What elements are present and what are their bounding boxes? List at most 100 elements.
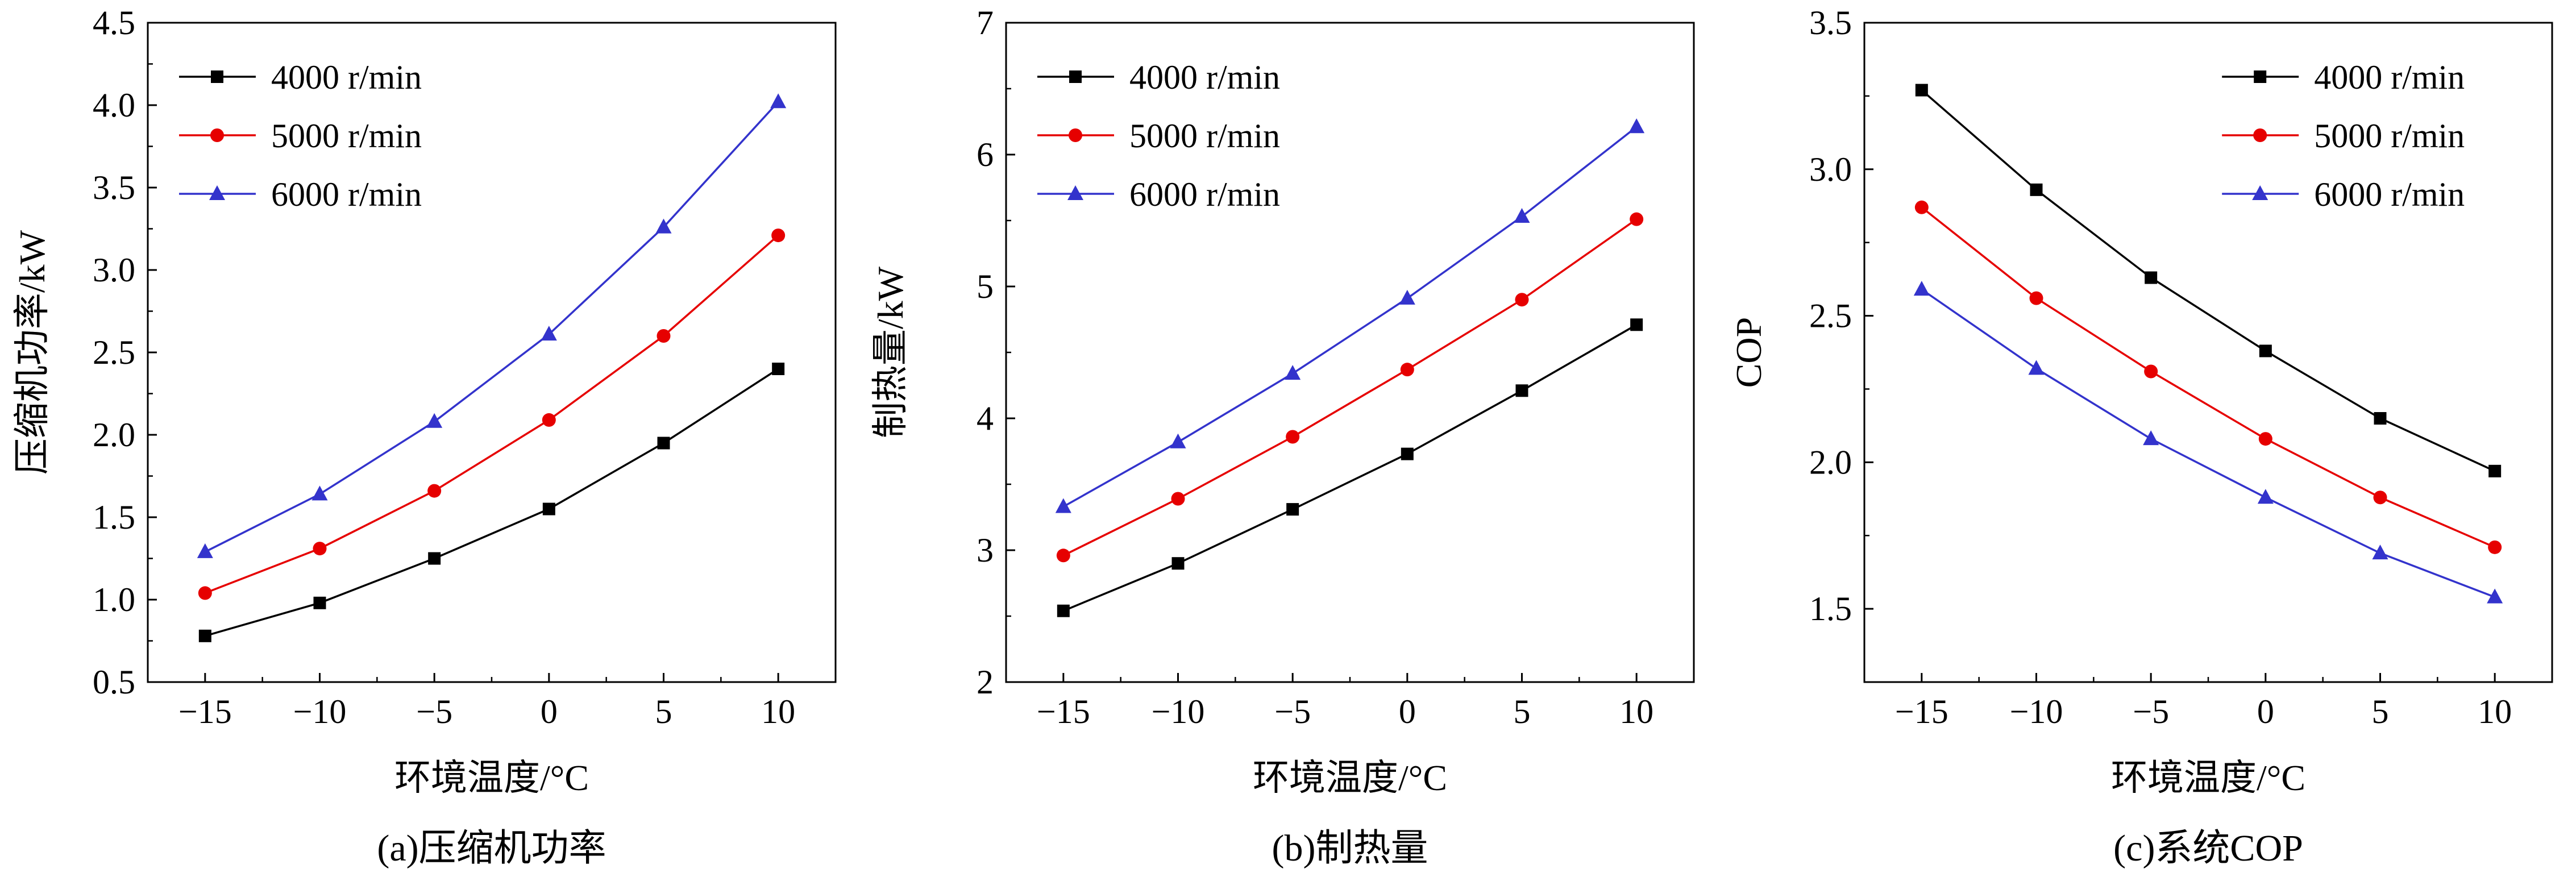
chart-c-system-cop: −15 −10 −5 0 5 10 1.5 2.0 2.5 3.0 3.5 环境温度/°C COP 400…: [1717, 0, 2575, 807]
y-axis-label: 压缩机功率/kW: [12, 230, 52, 475]
caption-b: (b)制热量: [1272, 828, 1428, 869]
x-axis-label: 环境温度/°C: [1253, 758, 1447, 798]
data-point-marker: [198, 586, 212, 600]
y-tick-label: 2.0: [93, 416, 135, 454]
data-point-marker: [1401, 447, 1414, 460]
y-tick-label: 1.5: [1809, 590, 1852, 627]
legend-label: 5000 r/min: [271, 117, 422, 155]
legend-label: 6000 r/min: [2314, 176, 2465, 213]
x-tick-label: −5: [2133, 693, 2169, 730]
x-tick-label: 5: [1514, 693, 1531, 730]
legend-label: 4000 r/min: [1129, 59, 1280, 96]
y-tick-label: 3.5: [93, 169, 135, 206]
data-point-marker: [1913, 281, 1930, 296]
y-tick-label: 0.5: [93, 663, 135, 701]
data-point-marker: [2258, 432, 2272, 446]
data-point-marker: [1285, 365, 1301, 380]
legend-marker: [209, 185, 225, 200]
data-point-marker: [1286, 430, 1300, 444]
chart-b-heating-capacity: −15 −10 −5 0 5 10 2 3 4 5 6 7 环境温度/°C 制热量/kW 4000 r/mi…: [858, 0, 1717, 807]
legend-label: 5000 r/min: [2314, 117, 2465, 155]
y-tick-label: 3.0: [1809, 151, 1852, 188]
x-tick-label: 0: [2257, 693, 2274, 730]
x-tick-label: −5: [1274, 693, 1311, 730]
data-point-marker: [2259, 344, 2272, 358]
data-point-marker: [1056, 548, 1070, 563]
data-point-marker: [1514, 208, 1530, 223]
data-point-marker: [2030, 183, 2043, 196]
chart-a-compressor-power: −15 −10 −5 0 5 10 0.5 1.0 1.5 2.0 2.5 3.0 3.5 4.0 4.5 环…: [0, 0, 858, 807]
y-tick-label: 3.0: [93, 251, 135, 289]
caption-c: (c)系统COP: [2113, 828, 2303, 869]
x-tick-label: −10: [1152, 693, 1205, 730]
plot-frame: [147, 22, 837, 683]
data-point-marker: [2488, 540, 2502, 554]
y-tick-label: 2.0: [1809, 443, 1852, 481]
data-point-marker: [2373, 491, 2387, 505]
legend-marker: [210, 128, 224, 142]
x-tick-label: −10: [293, 693, 347, 730]
x-tick-label: −15: [1037, 693, 1090, 730]
data-point-marker: [1914, 200, 1929, 214]
series-line-5000-r-min: [1921, 206, 2495, 548]
data-point-marker: [2374, 412, 2387, 425]
data-point-marker: [1400, 363, 1414, 377]
x-tick-label: −10: [2010, 693, 2063, 730]
legend-marker: [2254, 70, 2267, 83]
data-point-marker: [771, 228, 786, 243]
legend-marker: [1069, 128, 1082, 142]
y-tick-label: 7: [977, 4, 994, 41]
x-tick-label: −15: [1895, 693, 1948, 730]
chart-canvas: −15 −10 −5 0 5 10 0.5 1.0 1.5 2.0 2.5 3.0 3.5 4.0 4.5 环…: [12, 4, 837, 798]
y-tick-label: 2: [977, 663, 994, 701]
data-point-marker: [1630, 212, 1644, 226]
data-point-marker: [2143, 430, 2159, 446]
y-tick-label: 1.5: [93, 498, 135, 536]
series-line-4000-r-min: [1921, 89, 2495, 472]
x-tick-label: 5: [2372, 693, 2389, 730]
series-line-4000-r-min: [205, 368, 779, 637]
y-tick-label: 3.5: [1809, 4, 1852, 41]
data-point-marker: [426, 413, 443, 428]
chart-panel-b: −15 −10 −5 0 5 10 2 3 4 5 6 7 环境温度/°C 制热量/kW 4000 r/mi…: [858, 0, 1717, 881]
data-point-marker: [1399, 289, 1415, 305]
caption-a: (a)压缩机功率: [377, 828, 606, 869]
series-line-4000-r-min: [1063, 323, 1638, 612]
data-point-marker: [311, 485, 328, 501]
data-point-marker: [1055, 498, 1071, 513]
data-point-marker: [313, 596, 326, 609]
data-point-marker: [2029, 291, 2043, 305]
data-point-marker: [542, 413, 556, 427]
chart-panel-a: −15 −10 −5 0 5 10 0.5 1.0 1.5 2.0 2.5 3.0 3.5 4.0 4.5 环…: [0, 0, 858, 881]
y-tick-label: 2.5: [93, 334, 135, 371]
y-tick-label: 4.5: [93, 4, 135, 41]
data-point-marker: [1057, 604, 1070, 617]
legend-label: 4000 r/min: [2314, 59, 2465, 96]
data-point-marker: [1286, 503, 1299, 516]
data-point-marker: [2144, 364, 2158, 379]
legend-label: 6000 r/min: [1129, 176, 1280, 213]
data-point-marker: [2028, 360, 2045, 375]
legend-label: 4000 r/min: [271, 59, 422, 96]
x-tick-label: 0: [541, 693, 558, 730]
legend-marker: [2252, 185, 2268, 200]
x-tick-label: 10: [1619, 693, 1653, 730]
data-point-marker: [770, 93, 787, 109]
data-point-marker: [313, 542, 327, 556]
data-point-marker: [657, 437, 670, 450]
data-point-marker: [427, 484, 442, 498]
data-point-marker: [2257, 489, 2274, 504]
chart-panel-c: −15 −10 −5 0 5 10 1.5 2.0 2.5 3.0 3.5 环境温度/°C COP 400…: [1717, 0, 2575, 881]
data-point-marker: [655, 218, 672, 234]
series-line-5000-r-min: [1063, 218, 1638, 556]
chart-canvas: −15 −10 −5 0 5 10 1.5 2.0 2.5 3.0 3.5 环境温度/°C COP 400…: [1729, 4, 2553, 798]
series-line-5000-r-min: [205, 234, 779, 595]
y-tick-label: 5: [977, 268, 994, 305]
data-point-marker: [1915, 84, 1928, 97]
x-tick-label: −5: [416, 693, 452, 730]
data-point-marker: [541, 326, 557, 341]
data-point-marker: [1628, 118, 1645, 134]
y-axis-label: COP: [1729, 317, 1769, 388]
legend-marker: [1069, 70, 1082, 83]
